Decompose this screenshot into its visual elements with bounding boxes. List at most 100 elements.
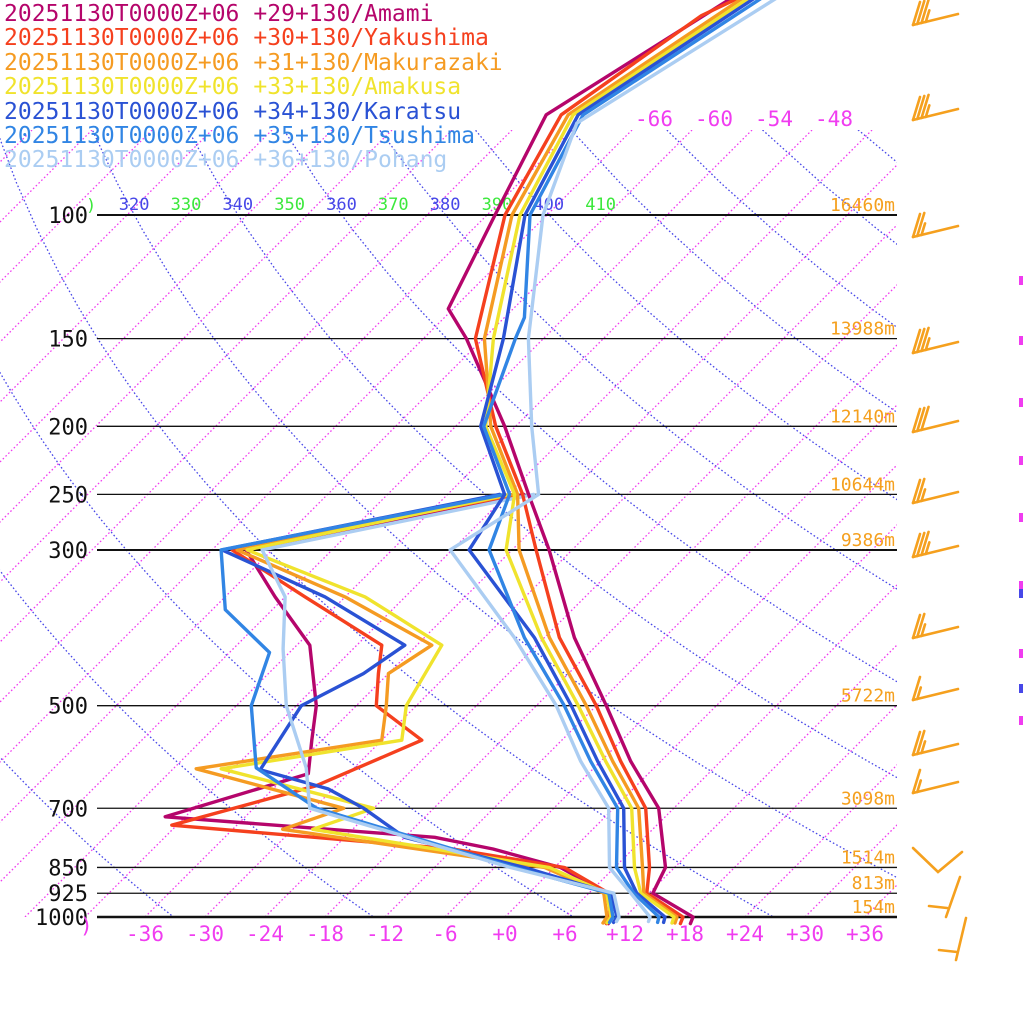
temp-tick-+24: +24 (726, 922, 764, 946)
altitude-label-250: 10644m (830, 474, 895, 495)
wind-barb (927, 875, 962, 919)
pressure-label-250: 250 (48, 483, 88, 508)
adiabat-label-390: 390 (482, 195, 513, 215)
wind-barb (911, 768, 960, 795)
legend-entry-yakushima: 20251130T0000Z+06 +30+130/Yakushima (4, 26, 503, 50)
pressure-label-500: 500 (48, 695, 88, 720)
temp-tick--36: -36 (126, 922, 164, 946)
temp-tick-+30: +30 (786, 922, 824, 946)
pressure-label-300: 300 (48, 539, 88, 564)
wind-barb (911, 326, 960, 355)
adiabat-label-360: 360 (326, 195, 357, 215)
isotherm-top-label--48: -48 (815, 107, 853, 131)
adiabat-label-370: 370 (378, 195, 409, 215)
legend-timestamp: 20251130T0000Z+06 (4, 98, 240, 125)
pressure-label-850: 850 (48, 856, 88, 881)
temperature-curve-makurazaki (482, 0, 743, 925)
altitude-label-100: 16460m (830, 195, 895, 216)
wind-barb (911, 405, 960, 434)
isotherm-top-label--66: -66 (635, 107, 673, 131)
temp-tick--18: -18 (306, 922, 344, 946)
altitude-label-925: 813m (852, 873, 895, 894)
altitude-label-850: 1514m (841, 847, 895, 868)
temp-tick-+6: +6 (552, 922, 577, 946)
wind-barb (911, 612, 960, 640)
temp-tick-+0: +0 (492, 922, 517, 946)
legend-entry-tsushima: 20251130T0000Z+06 +35+130/Tsushima (4, 124, 503, 148)
altitude-label-200: 12140m (830, 406, 895, 427)
legend-station: +31+130/Makurazaki (253, 49, 503, 76)
legend-entry-karatsu: 20251130T0000Z+06 +34+130/Karatsu (4, 98, 503, 125)
altitude-label-700: 3098m (841, 788, 895, 809)
temperature-curve-pohang (448, 0, 777, 924)
dewpoint-curve-tsushima (219, 492, 615, 925)
wind-barb (937, 916, 968, 962)
legend-station: +29+130/Amami (253, 1, 434, 27)
legend-station: +34+130/Karatsu (253, 98, 462, 125)
adiabat-label-330: 330 (171, 195, 202, 215)
legend-entry-amami: 20251130T0000Z+06 +29+130/Amami (4, 2, 503, 26)
pressure-label-700: 700 (48, 797, 88, 822)
wind-barb-column (911, 0, 968, 962)
temperature-curve-amakusa (484, 0, 749, 925)
adiabat-label-400: 400 (533, 195, 564, 215)
wind-barb (911, 93, 960, 122)
legend-timestamp: 20251130T0000Z+06 (4, 49, 240, 76)
legend-entry-makurazaki: 20251130T0000Z+06 +31+130/Makurazaki (4, 51, 503, 75)
clipped-temp-label-fragment: ) (80, 914, 93, 938)
adiabat-label-340: 340 (222, 195, 253, 215)
wind-barb (911, 0, 960, 27)
dewpoint-curve-makurazaki (194, 492, 609, 925)
dewpoint-curves (163, 492, 621, 926)
pressure-label-100: 100 (48, 204, 88, 229)
temp-tick-+18: +18 (666, 922, 704, 946)
temp-tick--24: -24 (246, 922, 284, 946)
adiabat-label-410: 410 (585, 195, 616, 215)
temp-tick-+36: +36 (846, 922, 884, 946)
wind-barb (911, 530, 960, 559)
pressure-label-150: 150 (48, 328, 88, 353)
adiabat-label-320: 320 (119, 195, 150, 215)
wind-barb (911, 675, 960, 702)
temperature-curve-amami (446, 0, 732, 926)
altitude-label-150: 13988m (830, 319, 895, 340)
pressure-label-1000: 1000 (35, 906, 88, 931)
wind-barb (911, 729, 960, 757)
legend-station: +33+130/Amakusa (253, 74, 462, 101)
altitude-label-500: 5722m (841, 686, 895, 707)
legend-entry-pohang: 20251130T0000Z+06 +36+130/Pohang (4, 148, 503, 172)
legend-station: +30+130/Yakushima (253, 25, 489, 52)
temp-tick--6: -6 (432, 922, 457, 946)
legend-timestamp: 20251130T0000Z+06 (4, 123, 240, 150)
axis-labels: 100 16460m 150 13988m 200 12140m 250 10644m 300 9… (35, 107, 895, 946)
legend-timestamp: 20251130T0000Z+06 (4, 1, 240, 27)
legend-station: +36+130/Pohang (253, 147, 448, 174)
pressure-label-925: 925 (48, 882, 88, 907)
isotherm-top-label--60: -60 (695, 107, 733, 131)
temperature-curve-yakushima (473, 0, 739, 926)
dewpoint-curve-pohang (260, 492, 621, 924)
adiabat-label-350: 350 (274, 195, 305, 215)
temperature-curve-karatsu (467, 0, 755, 925)
legend: 20251130T0000Z+06 +29+130/Amami 20251130T0… (4, 2, 503, 173)
adiabat-label-380: 380 (430, 195, 461, 215)
legend-station: +35+130/Tsushima (253, 123, 475, 150)
temperature-curve-tsushima (482, 0, 762, 925)
temperature-curves (446, 0, 777, 926)
legend-timestamp: 20251130T0000Z+06 (4, 25, 240, 52)
clipped-edge-label-fragments: )) (80, 196, 1023, 938)
pressure-label-200: 200 (48, 415, 88, 440)
dry-adiabat-lines (0, 130, 897, 917)
isotherm-top-label--54: -54 (755, 107, 793, 131)
wind-barb (911, 477, 960, 505)
legend-entry-amakusa: 20251130T0000Z+06 +33+130/Amakusa (4, 75, 503, 99)
wind-barb (911, 846, 964, 874)
legend-timestamp: 20251130T0000Z+06 (4, 147, 240, 174)
temp-tick--30: -30 (186, 922, 224, 946)
temp-tick--12: -12 (366, 922, 404, 946)
altitude-label-1000: 154m (852, 897, 895, 918)
legend-timestamp: 20251130T0000Z+06 (4, 74, 240, 101)
altitude-label-300: 9386m (841, 530, 895, 551)
